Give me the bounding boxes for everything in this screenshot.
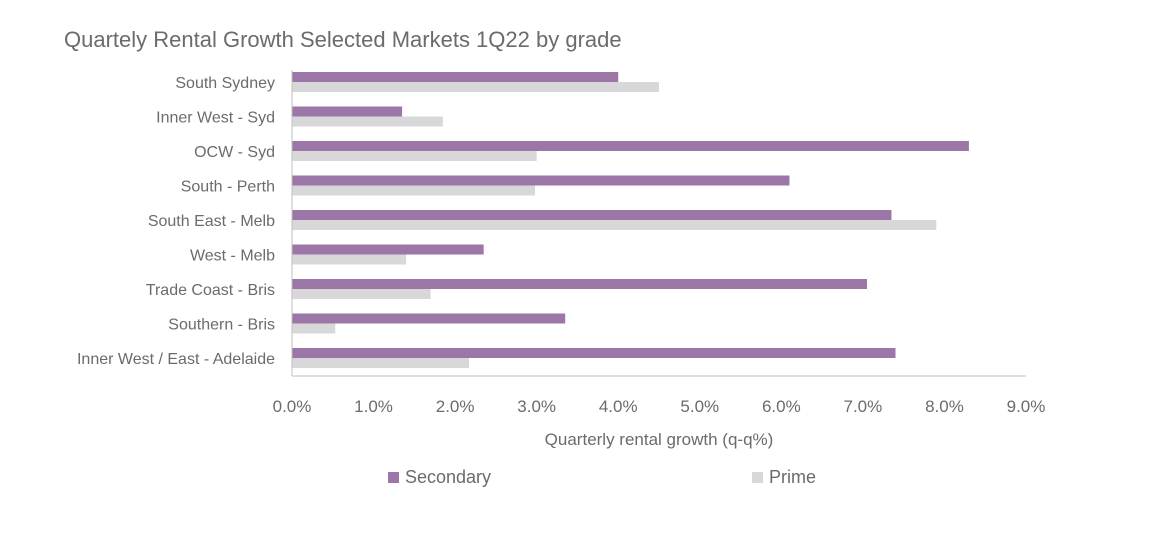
category-label: West - Melb [190, 248, 275, 265]
category-label: Inner West / East - Adelaide [77, 351, 275, 368]
x-tick-labels: 0.0% 1.0% 2.0% 3.0% 4.0% 5.0% 6.0% 7.0% 8.0% 9.0% [273, 397, 1046, 416]
bar-secondary-6 [292, 279, 867, 289]
legend-label-prime: Prime [769, 467, 816, 487]
x-tick-label: 4.0% [599, 397, 638, 416]
category-label: Southern - Bris [168, 317, 275, 334]
bar-secondary-0 [292, 72, 619, 82]
x-tick-label: 8.0% [925, 397, 964, 416]
bar-prime-6 [292, 289, 431, 299]
bar-prime-5 [292, 254, 407, 265]
category-labels: South Sydney Inner West - Syd OCW - Syd Sou… [77, 75, 275, 368]
bar-secondary-3 [292, 175, 790, 186]
bar-secondary-2 [292, 141, 969, 151]
x-tick-label: 9.0% [1007, 397, 1046, 416]
bar-secondary-5 [292, 244, 484, 255]
legend-swatch-prime [752, 472, 763, 483]
bar-prime-7 [292, 323, 336, 334]
bar-secondary-7 [292, 313, 566, 324]
bar-prime-1 [292, 116, 443, 127]
bar-secondary-1 [292, 106, 403, 117]
legend-label-secondary: Secondary [405, 467, 491, 487]
category-label: South East - Melb [148, 213, 275, 230]
category-label: Inner West - Syd [156, 110, 275, 127]
bar-prime-3 [292, 185, 536, 196]
x-axis-label: Quarterly rental growth (q-q%) [545, 430, 774, 449]
chart-title: Quartely Rental Growth Selected Markets … [64, 27, 622, 52]
x-tick-label: 2.0% [436, 397, 475, 416]
bar-prime-8 [292, 358, 469, 368]
category-label: Trade Coast - Bris [146, 282, 275, 299]
category-label: South Sydney [175, 75, 275, 92]
bar-prime-2 [292, 151, 537, 161]
x-tick-label: 3.0% [517, 397, 556, 416]
bars-group [292, 72, 969, 368]
bar-prime-4 [292, 220, 937, 230]
bar-secondary-8 [292, 348, 896, 358]
x-tick-label: 1.0% [354, 397, 393, 416]
x-tick-label: 0.0% [273, 397, 312, 416]
bar-prime-0 [292, 82, 659, 92]
legend-swatch-secondary [388, 472, 399, 483]
bar-secondary-4 [292, 210, 892, 220]
category-label: OCW - Syd [194, 144, 275, 161]
category-label: South - Perth [181, 179, 275, 196]
x-tick-label: 5.0% [680, 397, 719, 416]
x-tick-label: 7.0% [844, 397, 883, 416]
legend: Secondary Prime [388, 467, 816, 487]
x-tick-label: 6.0% [762, 397, 801, 416]
